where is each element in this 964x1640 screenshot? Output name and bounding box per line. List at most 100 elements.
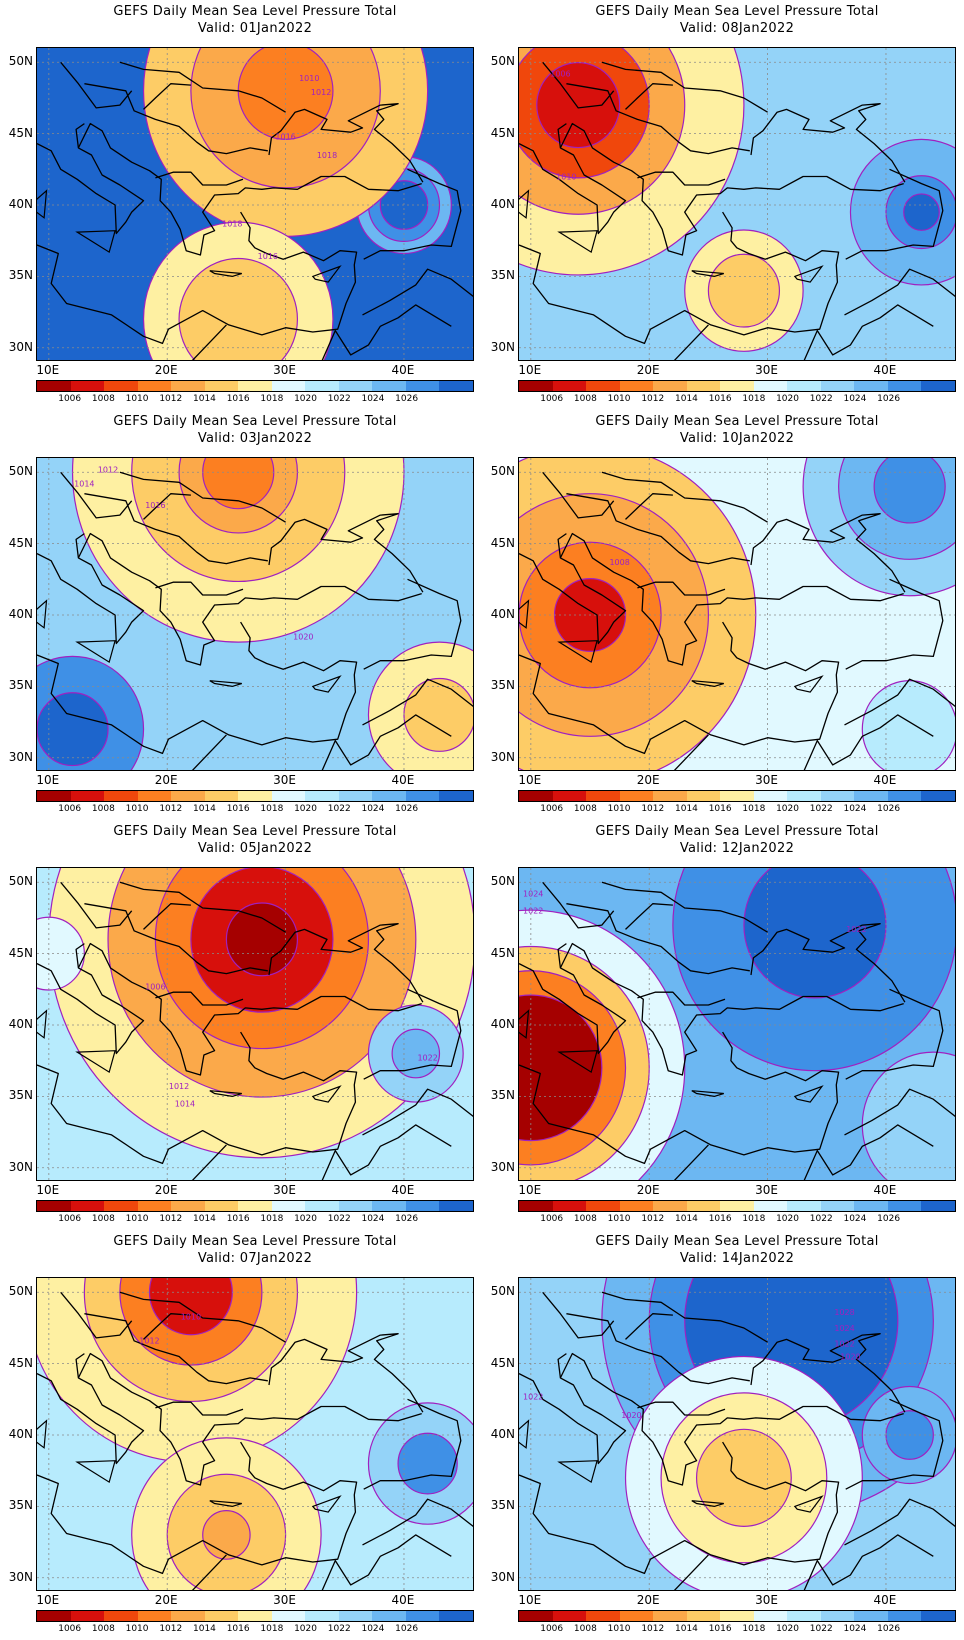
colorbar-swatch — [439, 1201, 473, 1211]
colorbar-label: 1022 — [327, 1214, 351, 1224]
coastline — [750, 103, 906, 183]
coastline — [119, 1291, 286, 1343]
island-outline — [519, 1009, 530, 1039]
longitude-tick-label: 10E — [36, 773, 60, 787]
colorbar-swatch — [439, 381, 473, 391]
colorbar-swatch — [204, 791, 239, 801]
colorbar-swatch — [439, 1611, 473, 1621]
colorbar-label: 1018 — [260, 1624, 284, 1634]
coastline — [155, 581, 244, 596]
map-panel: GEFS Daily Mean Sea Level Pressure Total… — [482, 820, 964, 1230]
coastline — [519, 533, 627, 645]
colorbar-label: 1016 — [708, 394, 732, 404]
latitude-tick-label: 50N — [490, 464, 515, 479]
colorbar-swatch — [720, 1611, 754, 1621]
longitude-tick-label: 20E — [636, 363, 660, 377]
colorbar-swatch — [405, 791, 440, 801]
latitude-tick-label: 45N — [490, 945, 515, 960]
colorbar-label: 1014 — [193, 1624, 216, 1634]
island-outline — [209, 1090, 242, 1098]
colorbar-swatch — [439, 791, 473, 801]
colorbar-label: 1012 — [641, 1624, 665, 1634]
island-outline — [691, 1090, 724, 1098]
pressure-map-svg: 1008 — [519, 458, 955, 770]
latitude-tick-label: 50N — [490, 54, 515, 69]
coastline — [60, 471, 133, 519]
panel-title-block: GEFS Daily Mean Sea Level Pressure Total… — [518, 3, 956, 37]
pressure-map-svg: 1006 1010 — [519, 48, 955, 360]
colorbar-label: 1026 — [395, 1214, 419, 1224]
colorbar-swatch — [753, 1201, 788, 1211]
colorbar-label: 1024 — [361, 394, 385, 404]
coastline — [363, 578, 462, 670]
island-outline — [37, 1009, 48, 1039]
longitude-tick-label: 30E — [273, 1593, 297, 1607]
island-outline — [691, 270, 724, 278]
pressure-map-svg: 1012 1014 1016 1020 — [37, 458, 473, 770]
colorbar-swatch — [271, 1611, 306, 1621]
colorbar-swatch — [405, 381, 440, 391]
latitude-tick-label: 35N — [8, 268, 33, 283]
colorbar-label: 1026 — [877, 804, 901, 814]
longitude-tick-label: 40E — [873, 773, 897, 787]
colorbar-label: 1008 — [91, 394, 115, 404]
pressure-map: 1010 1012 1016 1018 1018 1016 — [36, 47, 474, 361]
pressure-band — [536, 62, 621, 149]
coastline — [542, 61, 615, 109]
colorbar — [36, 380, 474, 392]
colorbar-swatch — [887, 1611, 922, 1621]
latitude-tick-label: 30N — [490, 749, 515, 764]
longitude-tick-label: 10E — [36, 1593, 60, 1607]
island-outline — [75, 1460, 116, 1484]
coastline — [119, 881, 286, 933]
latitude-tick-label: 35N — [8, 1498, 33, 1513]
panel-valid-date: Valid: 07Jan2022 — [197, 1251, 313, 1266]
coastline — [519, 1441, 840, 1575]
colorbar-swatch — [653, 1201, 687, 1211]
coastline — [155, 171, 244, 186]
isobar-label: 1022 — [523, 1392, 543, 1401]
panel-title-block: GEFS Daily Mean Sea Level Pressure Total… — [518, 1233, 956, 1267]
colorbar-swatch — [552, 381, 587, 391]
colorbar-label: 1014 — [193, 394, 216, 404]
colorbar-swatch — [405, 1201, 440, 1211]
coastline — [60, 881, 133, 929]
coastline — [268, 923, 424, 1003]
colorbar-swatch — [887, 381, 922, 391]
colorbar-swatch — [519, 1611, 553, 1621]
colorbar-label: 1016 — [226, 804, 250, 814]
coastline — [37, 621, 358, 755]
island-outline — [793, 265, 824, 283]
colorbar-label: 1024 — [843, 1214, 867, 1224]
colorbar-swatch — [372, 791, 406, 801]
colorbar-label: 1012 — [159, 804, 183, 814]
pressure-map-svg: 1006 1022 1012 1014 — [37, 868, 473, 1180]
pressure-band — [861, 680, 955, 770]
colorbar-swatch — [171, 1201, 205, 1211]
coastline — [844, 268, 955, 316]
colorbar-swatch — [552, 1611, 587, 1621]
colorbar-label: 1012 — [641, 1214, 665, 1224]
colorbar-label: 1022 — [809, 394, 833, 404]
colorbar-label: 1022 — [327, 804, 351, 814]
colorbar-label: 1016 — [708, 804, 732, 814]
isobar-label: 1006 — [550, 70, 570, 79]
colorbar-swatch — [70, 1201, 105, 1211]
coastline — [119, 471, 286, 523]
map-panel: GEFS Daily Mean Sea Level Pressure Total… — [482, 0, 964, 410]
pressure-band — [707, 253, 781, 328]
colorbar-swatch — [238, 381, 272, 391]
panel-valid-date: Valid: 12Jan2022 — [679, 841, 795, 856]
coastline — [519, 211, 840, 345]
pressure-map: 1006 1022 1012 1014 — [36, 867, 474, 1181]
island-outline — [557, 640, 598, 664]
pressure-band — [743, 868, 887, 999]
colorbar-label: 1006 — [58, 394, 82, 404]
coastline — [845, 1398, 944, 1490]
panel-valid-date: Valid: 01Jan2022 — [197, 21, 313, 36]
coastline — [566, 493, 750, 565]
colorbar-label: 1022 — [809, 804, 833, 814]
coastline — [673, 1554, 709, 1590]
panel-title: GEFS Daily Mean Sea Level Pressure Total — [113, 4, 397, 19]
coastline — [37, 123, 145, 235]
